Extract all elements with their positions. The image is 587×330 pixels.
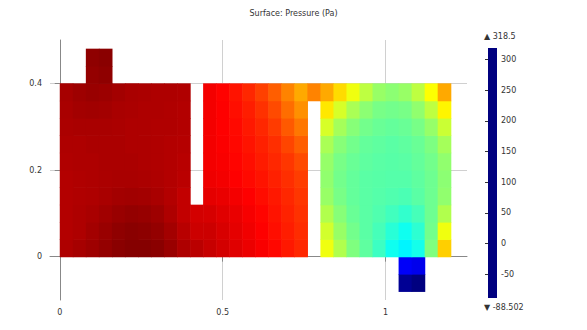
svg-text:0.2: 0.2 — [29, 166, 42, 175]
svg-text:250: 250 — [501, 86, 516, 95]
svg-text:50: 50 — [501, 208, 511, 217]
svg-text:100: 100 — [501, 178, 516, 187]
svg-text:0.5: 0.5 — [216, 308, 229, 317]
svg-text:▼ -88.502: ▼ -88.502 — [484, 303, 524, 312]
svg-text:150: 150 — [501, 147, 516, 156]
svg-text:-50: -50 — [501, 270, 514, 279]
svg-text:200: 200 — [501, 116, 516, 125]
svg-text:0: 0 — [57, 308, 62, 317]
svg-text:300: 300 — [501, 55, 516, 64]
svg-text:0.4: 0.4 — [29, 79, 42, 88]
svg-text:1: 1 — [383, 308, 388, 317]
svg-text:Surface: Pressure (Pa): Surface: Pressure (Pa) — [249, 9, 337, 18]
svg-text:▲ 318.5: ▲ 318.5 — [484, 32, 516, 41]
svg-text:0: 0 — [501, 239, 506, 248]
svg-text:0: 0 — [37, 252, 42, 261]
